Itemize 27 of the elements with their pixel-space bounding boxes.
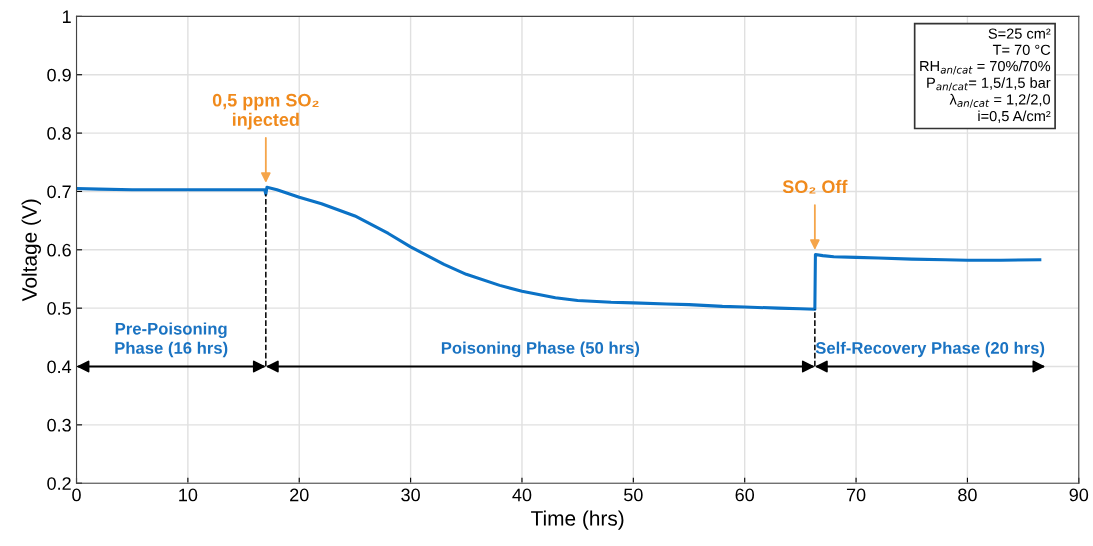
x-axis-title: Time (hrs)	[531, 510, 624, 530]
y-tick-label: 0.9	[47, 68, 71, 82]
x-tick-label: 60	[735, 488, 755, 502]
annotation: 0,5 ppm SO₂ injected	[212, 93, 319, 130]
y-tick-label: 0.4	[47, 360, 72, 374]
y-axis-title: Voltage (V)	[21, 199, 41, 302]
y-tick-label: 0.2	[47, 477, 71, 490]
y-tick-label: 0.6	[47, 243, 71, 257]
y-tick-label: 0.8	[47, 127, 71, 140]
annotation: SO₂ Off	[782, 179, 848, 194]
x-tick-label: 50	[624, 488, 643, 502]
x-tick-label: 90	[1069, 488, 1089, 502]
x-tick-label: 20	[290, 488, 309, 502]
x-tick-label: 0	[72, 488, 81, 502]
x-tick-label: 10	[179, 488, 198, 502]
y-tick-label: 0.7	[47, 185, 71, 199]
y-tick-label: 1	[62, 10, 71, 23]
annotation: Self-Recovery Phase (20 hrs)	[815, 341, 1045, 358]
x-tick-label: 40	[512, 488, 532, 502]
text: S=25 cm² T= 70 °C RH$_{an/cat}$ = 70%/70% P$_{an/cat}$= 1,5/1,5 bar λ$_{an/cat}$ = 1,2/2,0 i=0,5 A/cm²	[920, 28, 1051, 123]
x-tick-label: 80	[958, 488, 977, 502]
annotation: Poisoning Phase (50 hrs)	[441, 341, 640, 358]
x-tick-label: 70	[846, 488, 866, 502]
annotation: Pre-Poisoning Phase (16 hrs)	[115, 322, 228, 358]
y-tick-label: 0.3	[47, 418, 71, 432]
x-tick-label: 30	[401, 488, 420, 502]
y-tick-label: 0.5	[47, 302, 71, 315]
